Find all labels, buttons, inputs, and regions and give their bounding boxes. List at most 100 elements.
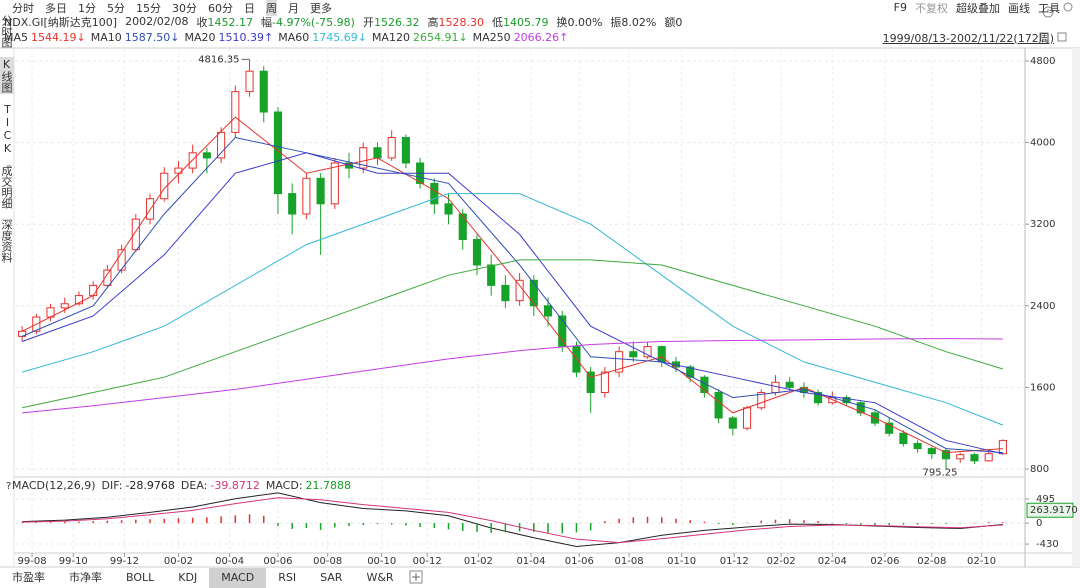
side-tab[interactable]: TICK bbox=[1, 103, 14, 155]
x-tick-label: 02-06 bbox=[870, 556, 899, 567]
indicator-tab[interactable]: BOLL bbox=[126, 571, 155, 584]
period-tab[interactable]: 60分 bbox=[208, 1, 233, 15]
candle-body bbox=[856, 402, 865, 414]
indicator-tab[interactable]: 市盈率 bbox=[12, 571, 45, 584]
field-label: 幅 bbox=[260, 15, 272, 29]
indicator-tab[interactable]: RSI bbox=[278, 571, 297, 584]
period-tab[interactable]: 周 bbox=[266, 0, 277, 16]
field-value: 1528.30 bbox=[438, 15, 484, 29]
quote-field: 开1526.32 bbox=[363, 14, 420, 30]
candle-body bbox=[956, 454, 965, 460]
period-tab[interactable]: 分时 bbox=[12, 1, 34, 15]
period-tab[interactable]: 更多 bbox=[310, 1, 332, 15]
candle-body bbox=[217, 131, 226, 159]
x-tick-label: 02-04 bbox=[818, 556, 847, 567]
y-tick-label: -430 bbox=[1036, 539, 1059, 550]
field-label: 额 bbox=[664, 15, 676, 29]
candle-body bbox=[629, 351, 638, 358]
legend-value: 2654.91↓ bbox=[412, 31, 468, 44]
tool-button[interactable]: F9 bbox=[893, 1, 907, 14]
side-tab[interactable]: 深度资料 bbox=[0, 219, 13, 263]
y-tick-label: 4000 bbox=[1030, 138, 1055, 149]
legend-name: MA250 bbox=[472, 31, 511, 44]
candle-body bbox=[160, 172, 169, 200]
scrollbar[interactable] bbox=[1072, 48, 1080, 567]
y-tick-label: 495 bbox=[1036, 494, 1055, 505]
symbol: NDX.GI[纳斯达克100] bbox=[4, 15, 118, 29]
legend-name: DEA: bbox=[180, 479, 208, 492]
indicator-tab[interactable]: KDJ bbox=[178, 571, 198, 584]
legend-value: 1745.69↓ bbox=[312, 31, 367, 44]
x-tick-label: 99-08 bbox=[18, 556, 47, 567]
ma-legend-item: MA10 1587.50↓ bbox=[91, 31, 180, 44]
legend-value: 1510.39↑ bbox=[218, 31, 274, 44]
range-text[interactable]: 1999/08/13-2002/11/22(172周) bbox=[882, 31, 1054, 45]
help-icon[interactable] bbox=[1042, 6, 1054, 18]
side-tab[interactable]: 成交明细 bbox=[0, 165, 13, 209]
candle-body bbox=[316, 177, 325, 205]
add-tab-button[interactable] bbox=[409, 570, 423, 584]
x-tick-label: 01-06 bbox=[565, 556, 594, 567]
y-tick-label: 800 bbox=[1030, 464, 1049, 475]
indicator-legend-item: DIF: -28.9768 bbox=[102, 479, 175, 492]
candle-body bbox=[245, 70, 254, 93]
quote-field: 幅-4.97%(-75.98) bbox=[261, 14, 355, 30]
period-tab[interactable]: 日 bbox=[244, 1, 255, 15]
candle-body bbox=[899, 432, 908, 444]
ma-line bbox=[21, 193, 1004, 426]
settings-icon[interactable] bbox=[1063, 2, 1073, 12]
period-tab[interactable]: 多日 bbox=[45, 1, 67, 15]
x-tick-label: 02-10 bbox=[967, 556, 996, 567]
indicator-tab[interactable]: W&R bbox=[366, 571, 394, 584]
candle-body bbox=[970, 454, 979, 462]
tool-button[interactable]: 不复权 bbox=[915, 1, 948, 15]
field-label: 收 bbox=[196, 15, 208, 29]
candle-body bbox=[444, 203, 453, 215]
candle-body bbox=[302, 177, 311, 215]
candle-body bbox=[998, 439, 1007, 455]
indicator-tab[interactable]: SAR bbox=[320, 571, 343, 584]
legend-name: MACD: bbox=[265, 479, 303, 492]
field-value: -4.97%(-75.98) bbox=[271, 15, 355, 29]
candle-body bbox=[728, 417, 737, 429]
period-tab[interactable]: 月 bbox=[288, 1, 299, 15]
side-tab[interactable]: 分时图 bbox=[0, 15, 13, 48]
range-label[interactable]: 1999/08/13-2002/11/22(172周) bbox=[883, 30, 1054, 45]
candle-body bbox=[785, 381, 794, 388]
x-tick-label: 00-06 bbox=[263, 556, 292, 567]
period-tab[interactable]: 30分 bbox=[172, 1, 197, 15]
indicator-tab[interactable]: 市净率 bbox=[69, 571, 102, 584]
y-tick-label: 0 bbox=[1036, 518, 1042, 529]
candle-body bbox=[458, 213, 467, 241]
candle-body bbox=[984, 453, 993, 462]
candle-body bbox=[174, 167, 183, 174]
y-tick-label: 3200 bbox=[1030, 219, 1055, 230]
legend-value: -28.9768 bbox=[125, 479, 175, 492]
quote-field: 换0.00% bbox=[556, 14, 602, 30]
current-value-label: 263.9170 bbox=[1030, 505, 1078, 516]
tool-button[interactable]: 超级叠加 bbox=[956, 1, 1000, 15]
legend-name: DIF: bbox=[101, 479, 123, 492]
ma-legend-item: MA5 1544.19↓ bbox=[4, 31, 86, 44]
tool-button[interactable]: 工具 bbox=[1038, 1, 1060, 15]
candle-body bbox=[131, 218, 140, 251]
side-tab[interactable]: K线图 bbox=[0, 57, 14, 94]
indicator-tab[interactable]: MACD bbox=[209, 568, 267, 588]
range-icon[interactable] bbox=[1039, 32, 1049, 42]
legend-value: 1587.50↓ bbox=[124, 31, 180, 44]
candle-body bbox=[941, 450, 951, 460]
candle-body bbox=[103, 269, 112, 286]
candle-body bbox=[529, 279, 538, 307]
candle-body bbox=[74, 295, 84, 305]
candle-body bbox=[643, 346, 652, 358]
legend-name: MA120 bbox=[371, 31, 410, 44]
candle-body bbox=[259, 70, 268, 113]
period-tab[interactable]: 15分 bbox=[136, 1, 161, 15]
period-tab[interactable]: 1分 bbox=[78, 1, 96, 15]
period-tab[interactable]: 5分 bbox=[107, 1, 125, 15]
indicator-legend-item: DEA: -39.8712 bbox=[181, 479, 260, 492]
candle-body bbox=[586, 371, 595, 393]
range-icon[interactable] bbox=[1057, 32, 1067, 42]
tool-button[interactable]: 画线 bbox=[1008, 1, 1030, 15]
